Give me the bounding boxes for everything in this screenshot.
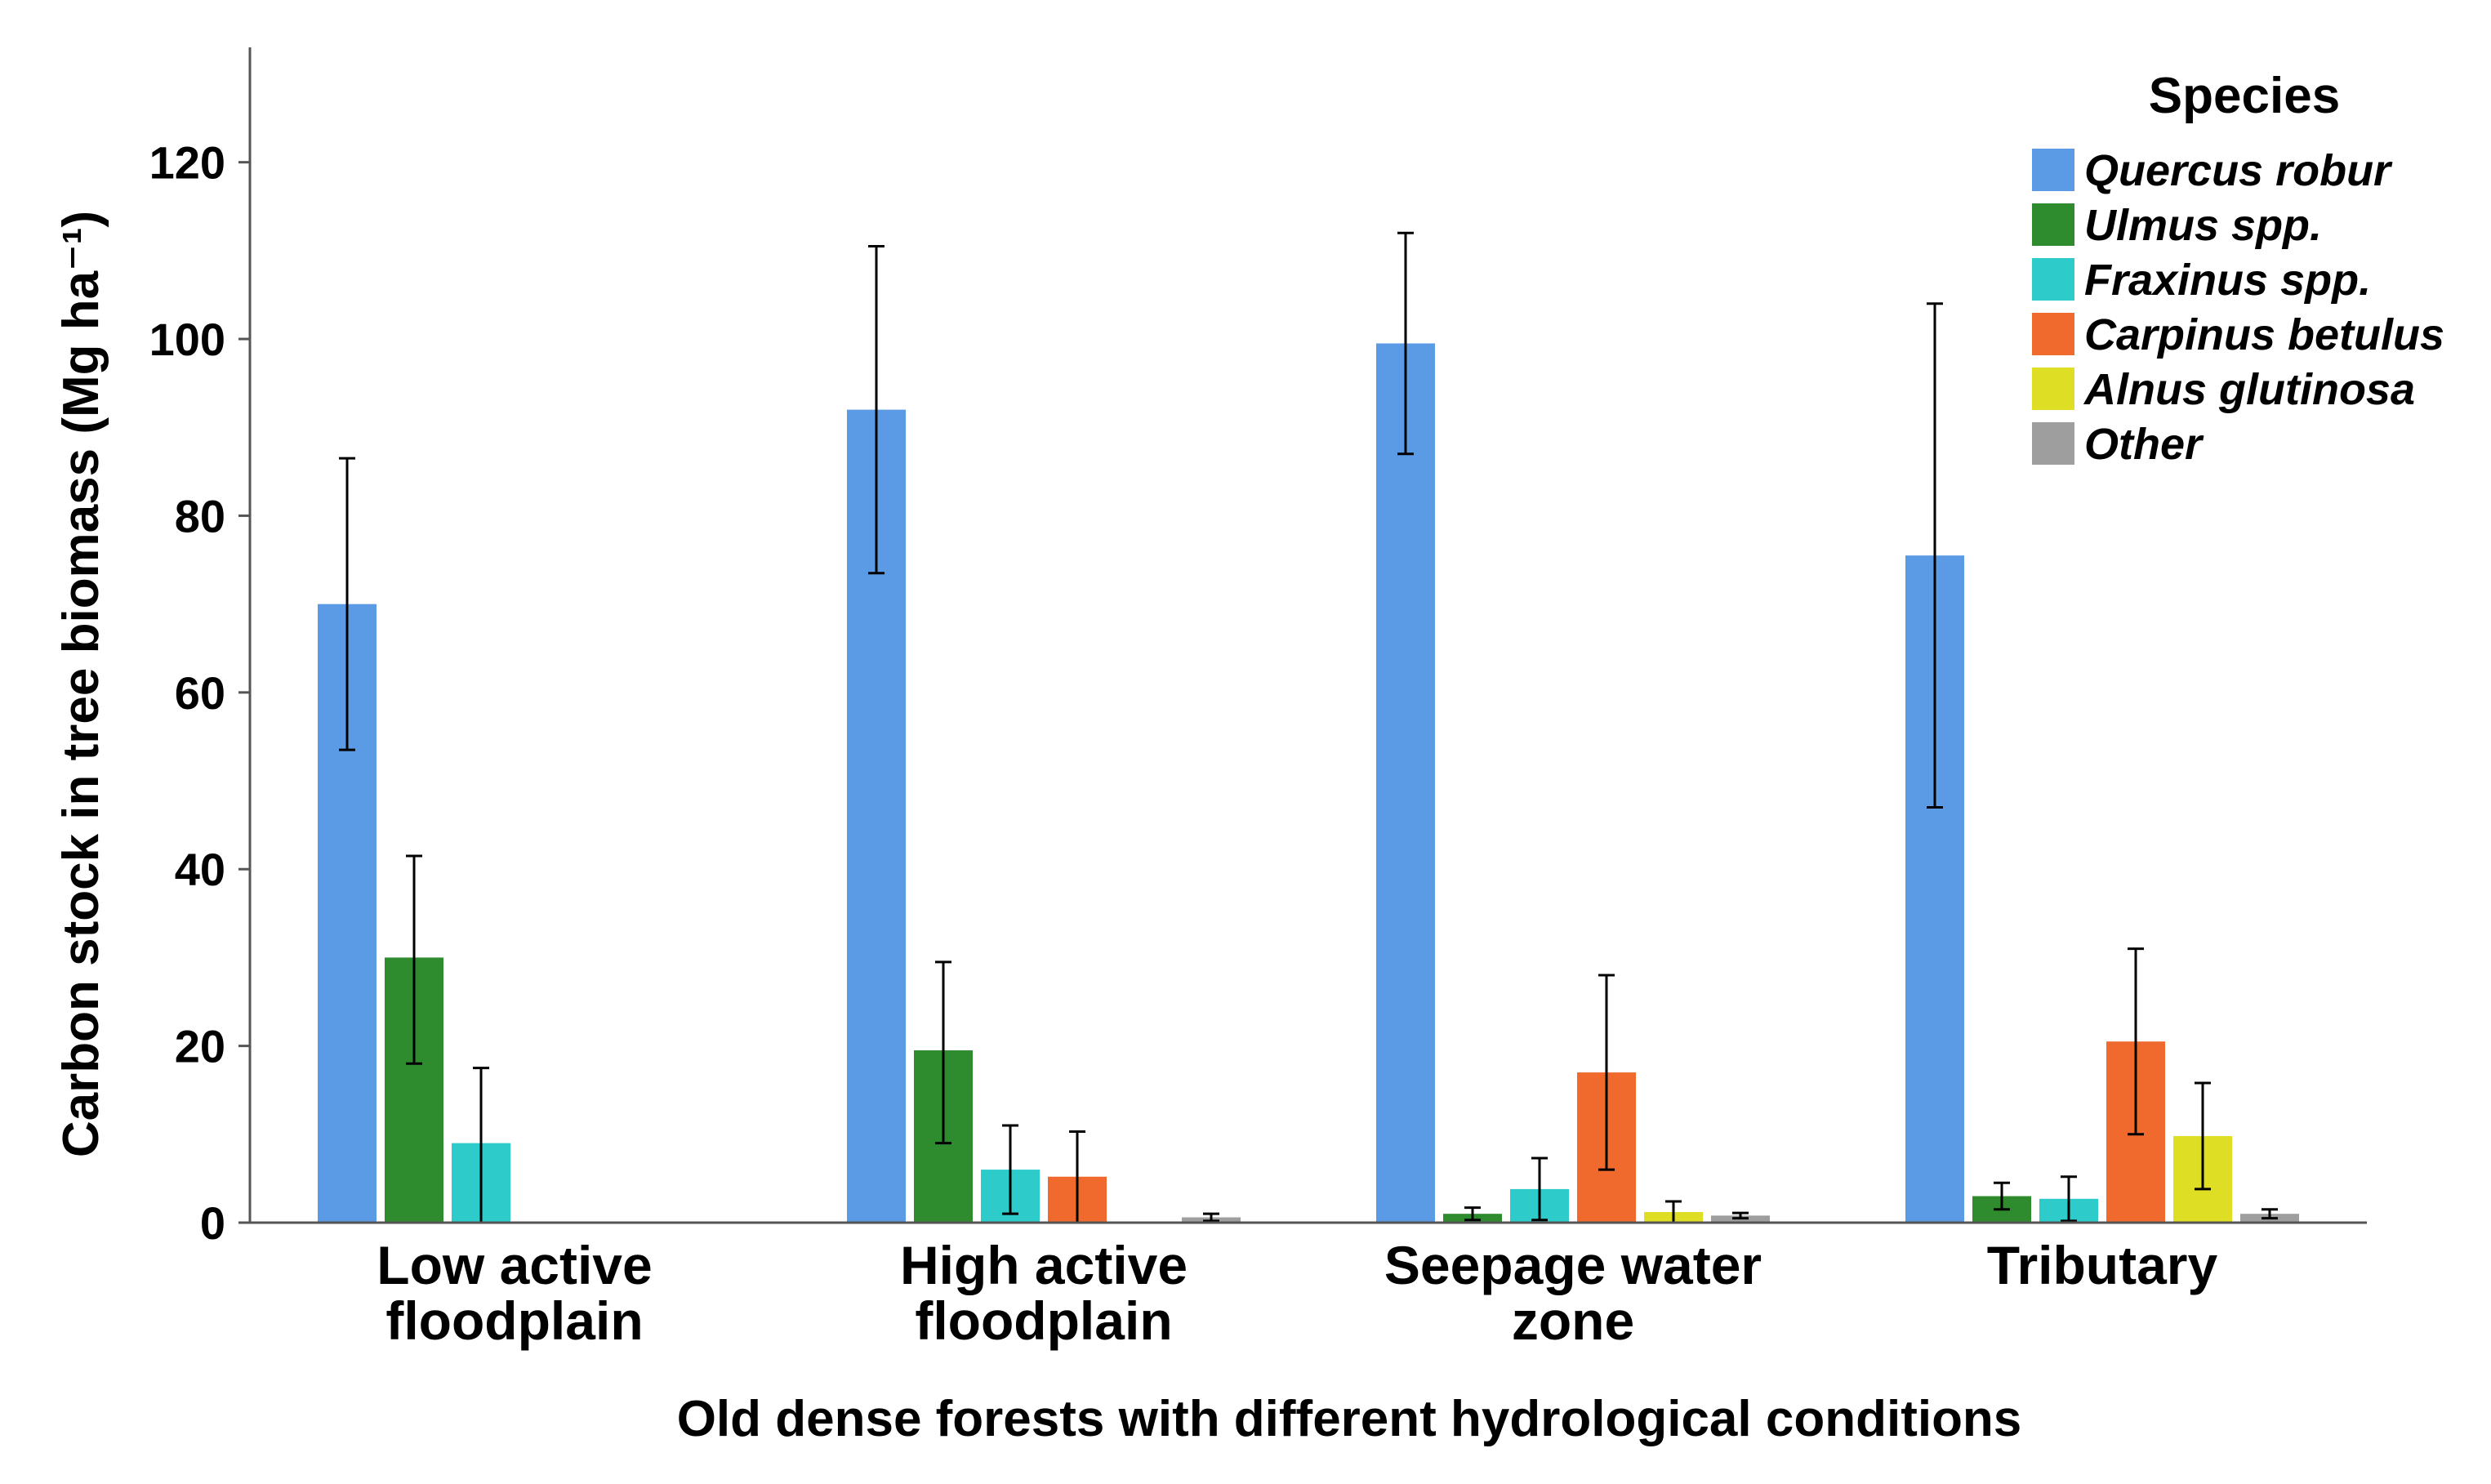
- y-tick-labels: 0 20 40 60 80 100 120: [149, 137, 225, 1249]
- x-category-label: Low active floodplain: [377, 1235, 652, 1351]
- legend-label: Ulmus spp.: [2084, 201, 2322, 250]
- y-tick-label: 60: [175, 667, 225, 719]
- x-category-label: Seepage water zone: [1384, 1235, 1762, 1351]
- x-category-labels: Low active floodplain High active floodplai…: [377, 1235, 2217, 1351]
- legend-label: Other: [2084, 420, 2204, 469]
- legend-swatch: [2032, 149, 2074, 191]
- legend-swatch: [2032, 368, 2074, 410]
- legend-items: Quercus robur Ulmus spp. Fraxinus spp. Carp…: [2032, 146, 2444, 469]
- legend-label: Quercus robur: [2084, 146, 2393, 195]
- y-tick-label: 120: [149, 137, 225, 189]
- x-category-label: High active floodplain: [900, 1235, 1188, 1351]
- x-category-label: Tributary: [1987, 1235, 2218, 1295]
- y-tick-label: 0: [200, 1197, 225, 1249]
- y-tick-label: 80: [175, 490, 225, 541]
- y-axis-title: Carbon stock in tree biomass (Mg ha⁻¹): [53, 211, 109, 1157]
- legend: Species Quercus robur Ulmus spp. Fraxinus …: [2032, 68, 2444, 469]
- legend-label: Alnus glutinosa: [2083, 365, 2415, 414]
- legend-label: Carpinus betulus: [2084, 310, 2444, 359]
- bar: [1376, 343, 1435, 1223]
- legend-label: Fraxinus spp.: [2084, 256, 2371, 305]
- y-tick-label: 40: [175, 844, 225, 895]
- legend-swatch: [2032, 422, 2074, 465]
- legend-swatch: [2032, 313, 2074, 355]
- y-tick-label: 100: [149, 314, 225, 365]
- y-tick-label: 20: [175, 1021, 225, 1072]
- bars-layer: [318, 343, 2299, 1223]
- x-axis-title: Old dense forests with different hydrolo…: [677, 1391, 2022, 1447]
- error-bars-layer: [339, 231, 2278, 1224]
- legend-swatch: [2032, 258, 2074, 301]
- legend-title: Species: [2149, 68, 2340, 124]
- axes-layer: [238, 47, 2367, 1224]
- legend-swatch: [2032, 203, 2074, 246]
